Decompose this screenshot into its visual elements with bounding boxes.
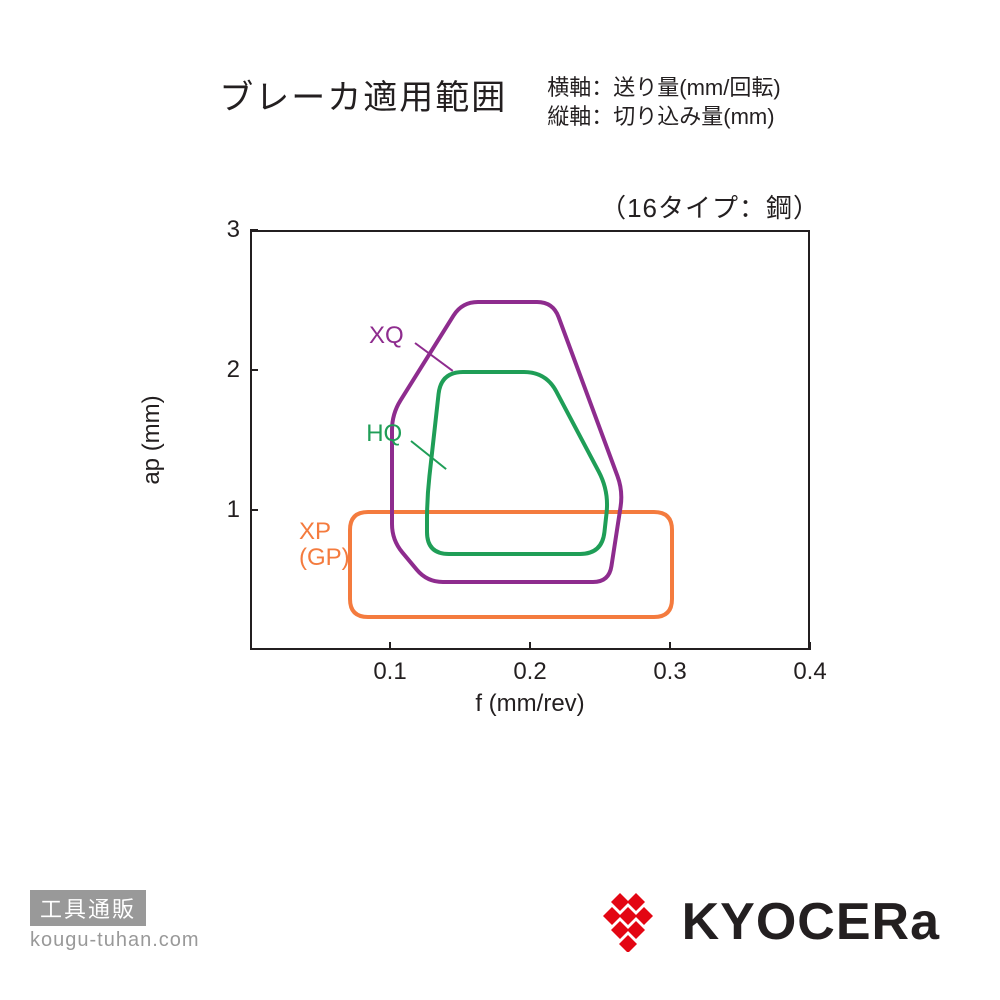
chart-container: 1230.10.20.30.4 ap (mm) f (mm/rev) XP(GP… xyxy=(180,230,820,710)
x-tick-label: 0.4 xyxy=(793,658,826,686)
axis-description: 横軸：送り量(mm/回転) 縦軸：切り込み量(mm) xyxy=(547,70,780,131)
y-tick-mark xyxy=(250,229,258,231)
axis-desc-x: 横軸：送り量(mm/回転) xyxy=(547,74,780,103)
brand-icon xyxy=(598,892,670,952)
y-tick-mark xyxy=(250,369,258,371)
y-tick-label: 3 xyxy=(210,216,240,244)
region-hq xyxy=(427,372,607,554)
series-label-xp: XP(GP) xyxy=(299,519,350,572)
brand-logo: KYOCERa xyxy=(598,892,940,952)
chart-title: ブレーカ適用範囲 xyxy=(219,70,507,131)
x-tick-label: 0.3 xyxy=(653,658,686,686)
brand-wordmark: KYOCERa xyxy=(682,892,940,952)
y-axis-label: ap (mm) xyxy=(138,395,166,484)
x-tick-mark xyxy=(389,642,391,650)
y-tick-label: 1 xyxy=(210,496,240,524)
series-label-hq: HQ xyxy=(366,421,402,447)
x-tick-label: 0.1 xyxy=(373,658,406,686)
region-xp xyxy=(350,512,672,617)
x-tick-label: 0.2 xyxy=(513,658,546,686)
shop-url: kougu-tuhan.com xyxy=(30,929,200,952)
plot-area xyxy=(250,230,810,650)
axis-desc-y: 縦軸：切り込み量(mm) xyxy=(547,103,780,132)
x-tick-mark xyxy=(669,642,671,650)
x-tick-mark xyxy=(529,642,531,650)
y-tick-mark xyxy=(250,509,258,511)
y-tick-label: 2 xyxy=(210,356,240,384)
x-tick-mark xyxy=(809,642,811,650)
chart-subtitle: （16タイプ：鋼） xyxy=(600,188,820,225)
series-label-xq: XQ xyxy=(369,323,404,349)
x-axis-label: f (mm/rev) xyxy=(475,690,584,718)
shop-badge: 工具通販 xyxy=(30,890,146,926)
